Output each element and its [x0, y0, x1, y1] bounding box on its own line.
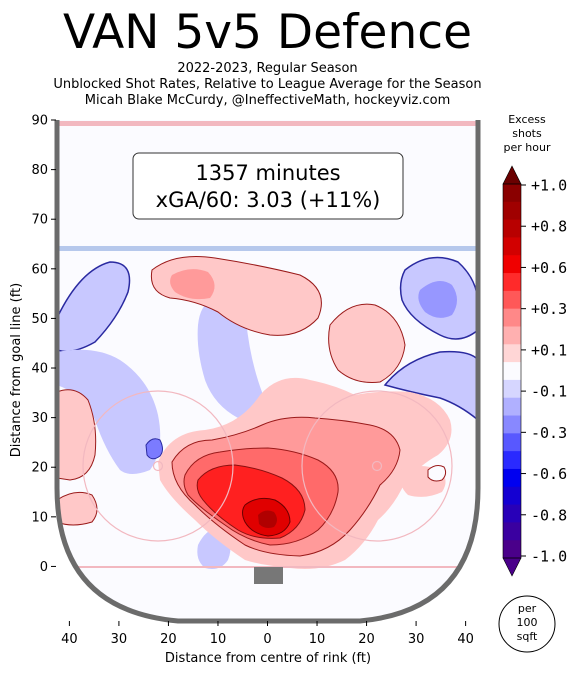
colorbar-tick-label: +1.0 [531, 177, 567, 195]
colorbar-tick-label: -1.0 [531, 548, 567, 566]
y-tick-label: 0 [40, 560, 48, 575]
colorbar-band [503, 397, 521, 417]
colorbar-band [503, 237, 521, 256]
y-tick-label: 80 [31, 163, 48, 178]
colorbar-tick-label: -0.8 [531, 506, 567, 524]
colorbar-title-line-2: shots [512, 127, 542, 140]
colorbar-band [503, 415, 521, 434]
x-axis-label: Distance from centre of rink (ft) [165, 651, 371, 666]
faceoff-dot-right [371, 460, 383, 472]
colorbar-band [503, 326, 521, 345]
colorbar-bands [502, 165, 522, 577]
x-tick-label: 10 [309, 632, 326, 647]
colorbar-ticks: +1.0 +0.8 +0.6 +0.3 +0.1 -0.1 -0.3 -0.6 -0.8 -1.0 [521, 177, 567, 566]
colorbar-band [503, 504, 521, 523]
colorbar-band [503, 308, 521, 327]
colorbar-tick-label: +0.3 [531, 300, 567, 318]
x-tick-label: 40 [457, 632, 474, 647]
y-tick-label: 60 [31, 262, 48, 277]
faceoff-circle-right [301, 390, 453, 542]
colorbar-tick-label: -0.3 [531, 424, 567, 442]
unit-badge-line-3: sqft [517, 630, 538, 643]
ice-hole-right [427, 465, 447, 482]
goal-net [254, 567, 283, 584]
rink-markings [57, 121, 478, 584]
y-axis-label: Distance from goal line (ft) [9, 283, 24, 457]
colorbar-tick-label: +0.1 [531, 341, 567, 359]
colorbar-title-line-3: per hour [504, 141, 551, 154]
unit-badge-line-1: per [518, 602, 537, 615]
colorbar-band [503, 486, 521, 506]
colorbar-band [503, 522, 521, 541]
x-axis-ticks: 40 30 20 10 0 10 20 30 40 [61, 621, 474, 647]
colorbar-tick-label: -0.6 [531, 465, 567, 483]
density-regions [57, 256, 478, 569]
x-tick-label: 0 [263, 632, 271, 647]
annotation-minutes: 1357 minutes [195, 161, 340, 185]
cold-region-left-circle [57, 349, 161, 474]
y-tick-label: 30 [31, 411, 48, 426]
colorbar-title-line-1: Excess [508, 113, 546, 126]
subtitle-line-description: Unblocked Shot Rates, Relative to League… [53, 77, 482, 92]
colorbar-band [503, 273, 521, 292]
subtitle-line-author: Micah Blake McCurdy, @IneffectiveMath, h… [84, 93, 451, 108]
colorbar: Excess shots per hour +1.0 +0.8 +0.6 +0.3 +0… [502, 113, 567, 577]
y-tick-label: 20 [31, 461, 48, 476]
colorbar-band [503, 184, 521, 203]
chart-subtitle: 2022-2023, Regular Season Unblocked Shot… [0, 61, 535, 109]
colorbar-frame [502, 183, 522, 559]
hot-region-left-low [57, 491, 98, 526]
unit-badge-line-2: 100 [517, 616, 538, 629]
hot-spot-high-slot [170, 269, 215, 300]
y-tick-label: 40 [31, 362, 48, 377]
chart-title: VAN 5v5 Defence [62, 5, 473, 60]
x-tick-label: 10 [210, 632, 227, 647]
cold-region-left-wing [57, 261, 131, 353]
y-axis-ticks: 0 10 20 30 40 50 60 70 80 90 [31, 114, 56, 575]
colorbar-band [503, 255, 521, 274]
x-tick-label: 20 [358, 632, 375, 647]
annotation-xga: xGA/60: 3.03 (+11%) [156, 188, 381, 212]
colorbar-band [503, 201, 521, 221]
colorbar-band [503, 219, 521, 238]
cold-spot-right-point [418, 281, 457, 318]
unit-badge: per 100 sqft [498, 595, 556, 653]
subtitle-line-season: 2022-2023, Regular Season [177, 61, 358, 76]
centre-red-line [57, 121, 478, 126]
y-tick-label: 10 [31, 510, 48, 525]
y-tick-label: 50 [31, 312, 48, 327]
x-tick-label: 20 [160, 632, 177, 647]
colorbar-tick-label: -0.1 [531, 383, 567, 401]
x-tick-label: 40 [61, 632, 78, 647]
colorbar-band [503, 540, 521, 559]
cold-spot-left-circle [145, 438, 163, 460]
colorbar-tick-label: +0.6 [531, 259, 567, 277]
x-tick-label: 30 [408, 632, 425, 647]
blue-line [57, 246, 478, 251]
colorbar-band [503, 468, 521, 488]
colorbar-band [503, 379, 521, 399]
hot-region-right-slot [328, 303, 406, 383]
colorbar-band [503, 451, 521, 470]
y-tick-label: 70 [31, 213, 48, 228]
colorbar-max-arrow [502, 165, 522, 185]
summary-annotation: 1357 minutes xGA/60: 3.03 (+11%) [132, 152, 404, 220]
colorbar-min-arrow [502, 557, 522, 577]
colorbar-band [503, 290, 521, 310]
colorbar-band [503, 433, 521, 452]
faceoff-dot-left [152, 460, 164, 472]
colorbar-band [503, 344, 521, 363]
colorbar-tick-label: +0.8 [531, 218, 567, 236]
x-tick-label: 30 [111, 632, 128, 647]
colorbar-band [503, 362, 521, 381]
rink-boards [54, 120, 481, 624]
y-tick-label: 90 [31, 114, 48, 129]
hot-region-left-point [57, 389, 97, 481]
hot-spot-crease [258, 510, 277, 528]
faceoff-circle-left [82, 390, 234, 542]
cold-region-right-wing [383, 350, 478, 422]
